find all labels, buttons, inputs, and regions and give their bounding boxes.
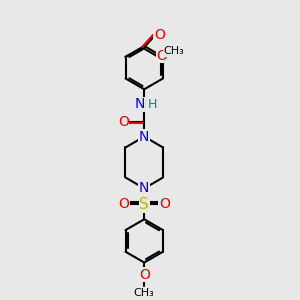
Text: O: O: [154, 28, 165, 42]
Text: O: O: [118, 115, 129, 129]
Text: O: O: [157, 49, 168, 63]
Text: N: N: [139, 130, 149, 143]
Text: O: O: [159, 197, 170, 211]
Text: H: H: [148, 98, 158, 111]
Text: O: O: [118, 197, 130, 211]
Text: CH₃: CH₃: [163, 46, 184, 56]
Text: O: O: [139, 268, 150, 282]
Text: N: N: [134, 97, 145, 111]
Text: N: N: [139, 182, 149, 195]
Text: S: S: [140, 197, 149, 212]
Text: CH₃: CH₃: [134, 287, 154, 298]
